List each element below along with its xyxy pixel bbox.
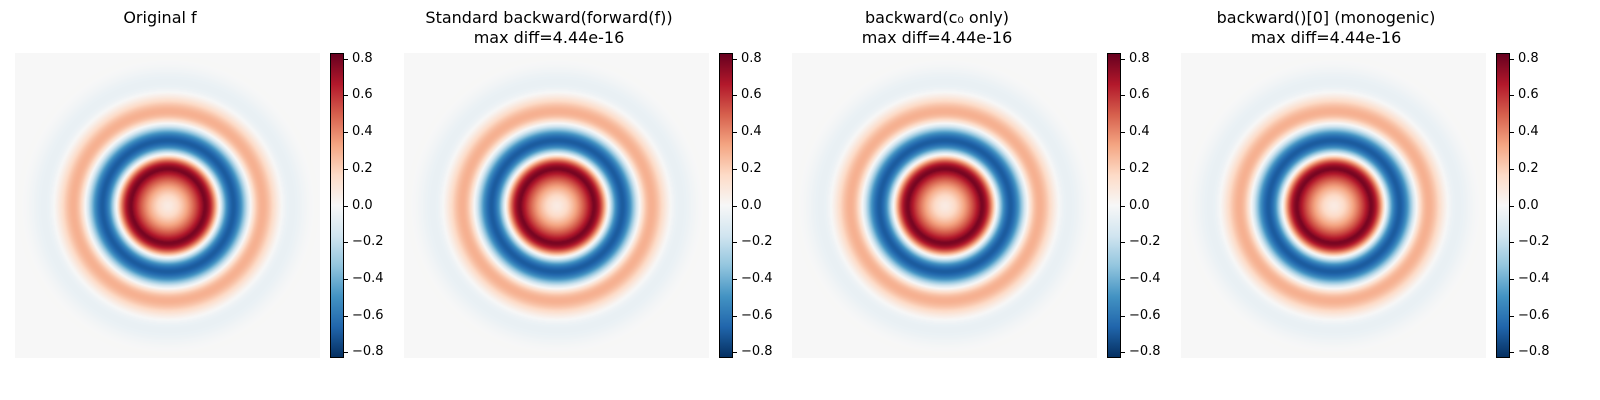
colorbar-tick-label: −0.8 — [352, 344, 384, 360]
heatmap-image — [404, 53, 709, 358]
panel-title: backward()[0] (monogenic) max diff=4.44e… — [1166, 8, 1486, 48]
colorbar-tick-label: 0.6 — [1129, 87, 1150, 103]
subtitle-line: max diff=4.44e-16 — [1250, 28, 1402, 47]
colorbar-tick-label: 0.4 — [1518, 124, 1539, 139]
colorbar-tick-label: −0.6 — [1518, 307, 1550, 323]
colorbar-tick-label: 0.6 — [352, 87, 373, 103]
colorbar-tick-label: 0.4 — [741, 124, 762, 139]
panel-title: backward(c₀ only) max diff=4.44e-16 — [777, 8, 1097, 48]
heatmap-image — [15, 53, 320, 358]
colorbar-tick-label: −0.8 — [1518, 344, 1550, 360]
colorbar-tick-label: −0.8 — [741, 344, 773, 360]
colorbar-tick-label: −0.4 — [1129, 270, 1161, 286]
colorbar-tick-label: 0.2 — [352, 160, 373, 176]
colorbar-tick-label: −0.6 — [1129, 307, 1161, 323]
colorbar-tick-label: 0.2 — [741, 160, 762, 176]
colorbar — [1107, 53, 1121, 358]
colorbar — [719, 53, 733, 358]
panel-original: Original f 0.8 0.6 0.4 0.2 0.0 −0.2 −0.4 −0.6 −0… — [0, 0, 390, 400]
colorbar-tick-label: 0.4 — [1129, 124, 1150, 139]
colorbar-tick-label: 0.4 — [352, 124, 373, 139]
panel-monogenic: backward()[0] (monogenic) max diff=4.44e… — [1166, 0, 1556, 400]
colorbar — [1496, 53, 1510, 358]
heatmap-image — [1181, 53, 1486, 358]
colorbar-tick-label: −0.2 — [1518, 234, 1550, 250]
title-line: backward()[0] (monogenic) — [1216, 8, 1436, 27]
subtitle-line: max diff=4.44e-16 — [473, 28, 625, 47]
colorbar-tick-label: −0.6 — [741, 307, 773, 323]
panel-title: Original f — [0, 8, 320, 28]
colorbar-tick-label: −0.2 — [1129, 234, 1161, 250]
colorbar-tick-label: −0.4 — [352, 270, 384, 286]
colorbar-tick-label: 0.0 — [1518, 197, 1539, 213]
colorbar-tick-label: 0.0 — [1129, 197, 1150, 213]
colorbar-tick-label: 0.6 — [1518, 87, 1539, 103]
colorbar — [330, 53, 344, 358]
title-line: Original f — [123, 8, 197, 27]
subtitle-line: max diff=4.44e-16 — [861, 28, 1013, 47]
colorbar-tick-label: −0.2 — [352, 234, 384, 250]
colorbar-tick-label: 0.2 — [1518, 160, 1539, 176]
colorbar-tick-label: 0.8 — [1518, 50, 1539, 66]
colorbar-tick-label: 0.0 — [352, 197, 373, 213]
colorbar-tick-label: 0.6 — [741, 87, 762, 103]
colorbar-tick-label: −0.4 — [741, 270, 773, 286]
colorbar-tick-label: −0.6 — [352, 307, 384, 323]
heatmap-image — [792, 53, 1097, 358]
colorbar-tick-label: 0.8 — [741, 50, 762, 66]
colorbar-tick-label: 0.2 — [1129, 160, 1150, 176]
title-line: Standard backward(forward(f)) — [425, 8, 673, 27]
panel-title: Standard backward(forward(f)) max diff=4… — [389, 8, 709, 48]
title-line: backward(c₀ only) — [865, 8, 1009, 27]
panel-standard-backward: Standard backward(forward(f)) max diff=4… — [389, 0, 779, 400]
colorbar-tick-label: −0.4 — [1518, 270, 1550, 286]
colorbar-tick-label: 0.0 — [741, 197, 762, 213]
colorbar-tick-label: 0.8 — [352, 50, 373, 66]
panel-c0-only: backward(c₀ only) max diff=4.44e-16 0.8 0… — [777, 0, 1167, 400]
colorbar-tick-label: 0.8 — [1129, 50, 1150, 66]
colorbar-tick-label: −0.8 — [1129, 344, 1161, 360]
colorbar-tick-label: −0.2 — [741, 234, 773, 250]
